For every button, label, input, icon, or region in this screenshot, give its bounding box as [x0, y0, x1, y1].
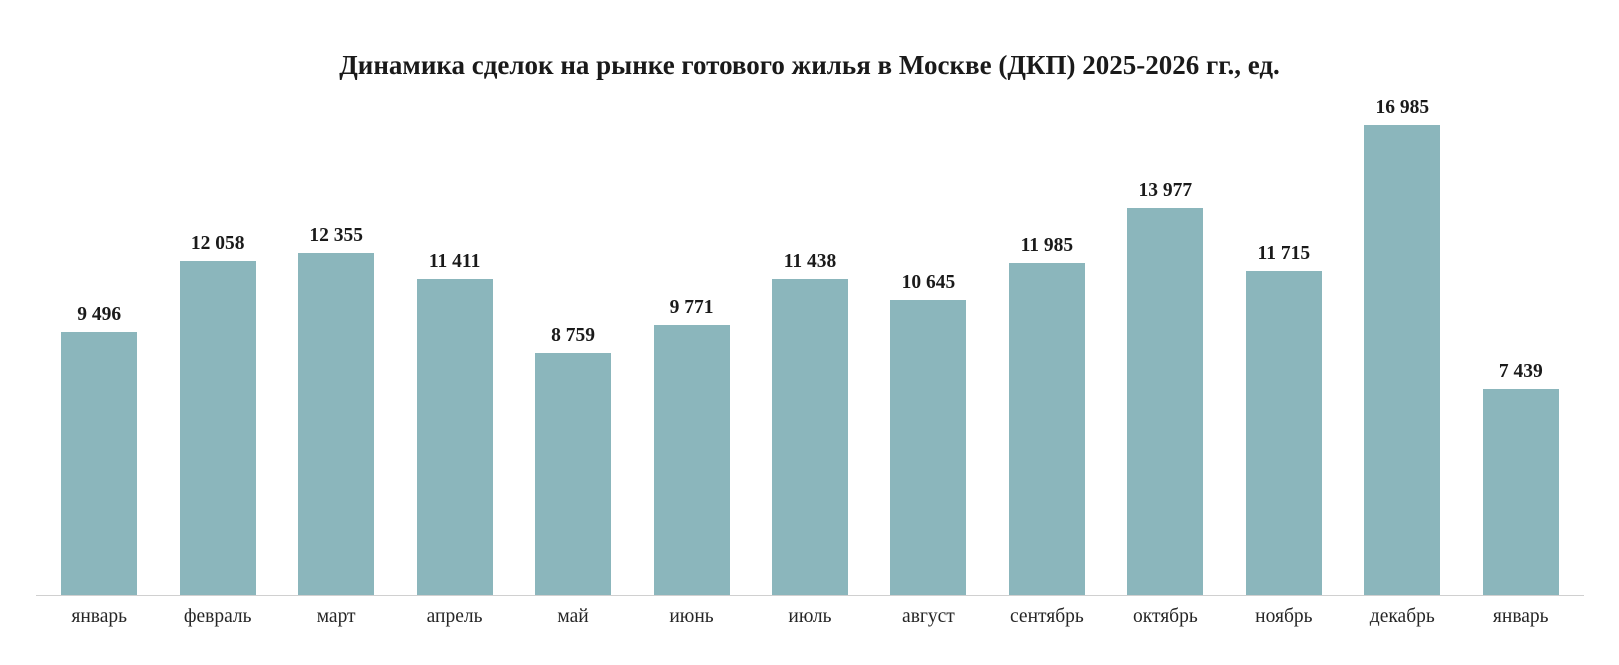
bar-value-label: 11 985 — [1020, 235, 1074, 257]
category-label: январь — [1492, 606, 1549, 627]
bar[interactable] — [1245, 270, 1322, 595]
category-tick: февраль — [158, 598, 276, 636]
category-tick: ноябрь — [1225, 598, 1343, 636]
category-tick: май — [514, 598, 632, 636]
category-tick: октябрь — [1106, 598, 1224, 636]
bar-slot: 11 715 — [1225, 95, 1343, 595]
bar-value-label: 11 438 — [783, 250, 837, 272]
bar-slot: 11 438 — [751, 95, 869, 595]
bar-value-label: 13 977 — [1138, 180, 1193, 202]
category-tick: июнь — [632, 598, 750, 636]
bar-slot: 9 771 — [632, 95, 750, 595]
category-axis: январь февраль март апрель май июнь июль август… — [40, 598, 1580, 638]
category-label: декабрь — [1369, 606, 1435, 627]
bar-value-label: 12 355 — [309, 225, 363, 247]
bar-slot: 16 985 — [1343, 95, 1461, 595]
bar-value-label: 7 439 — [1498, 361, 1543, 383]
bar-value-label: 9 496 — [77, 304, 122, 326]
category-tick: январь — [1462, 598, 1580, 636]
category-label: ноябрь — [1255, 606, 1313, 627]
category-label: август — [902, 606, 955, 627]
bar[interactable] — [1364, 125, 1441, 595]
bar[interactable] — [416, 279, 493, 595]
bar-slot: 13 977 — [1106, 95, 1224, 595]
category-label: февраль — [183, 606, 252, 627]
category-label: март — [316, 606, 356, 627]
bar-slot: 7 439 — [1462, 95, 1580, 595]
bar-value-label: 10 645 — [901, 272, 956, 294]
category-label: апрель — [426, 606, 483, 627]
chart-title: Динамика сделок на рынке готового жилья … — [339, 50, 1280, 80]
category-label: январь — [71, 606, 128, 627]
bar-slot: 10 645 — [869, 95, 987, 595]
bar[interactable] — [1127, 208, 1204, 595]
bar[interactable] — [890, 300, 967, 595]
bar-value-label: 8 759 — [551, 324, 595, 346]
bar[interactable] — [653, 324, 730, 595]
bar[interactable] — [771, 278, 848, 595]
category-label: сентябрь — [1010, 606, 1084, 627]
category-tick: июль — [751, 598, 869, 636]
bar[interactable] — [1008, 263, 1085, 595]
category-label: июль — [788, 606, 832, 627]
bar-slot: 11 411 — [395, 95, 513, 595]
plot-area: 9 496 12 058 12 355 11 411 8 759 9 771 11 438 1… — [40, 95, 1580, 595]
bar-slot: 9 496 — [40, 95, 158, 595]
category-label: июнь — [669, 606, 714, 627]
category-label: октябрь — [1132, 606, 1198, 627]
category-axis-line — [36, 595, 1584, 596]
bar-value-label: 12 058 — [190, 233, 245, 255]
bar[interactable] — [1482, 389, 1559, 595]
bar[interactable] — [179, 261, 256, 595]
category-tick: январь — [40, 598, 158, 636]
category-tick: декабрь — [1343, 598, 1461, 636]
category-tick: сентябрь — [988, 598, 1106, 636]
bar-value-label: 9 771 — [669, 296, 714, 318]
bar-slot: 11 985 — [988, 95, 1106, 595]
category-tick: август — [869, 598, 987, 636]
bar-slot: 12 355 — [277, 95, 395, 595]
bar[interactable] — [61, 332, 138, 595]
bar-slot: 8 759 — [514, 95, 632, 595]
bar-slot: 12 058 — [158, 95, 276, 595]
bar-value-label: 11 411 — [428, 251, 481, 273]
bar-value-label: 11 715 — [1257, 242, 1311, 264]
bar[interactable] — [535, 352, 612, 595]
bar[interactable] — [298, 253, 375, 595]
category-tick: апрель — [395, 598, 513, 636]
category-tick: март — [277, 598, 395, 636]
category-label: май — [557, 606, 589, 627]
bar-value-label: 16 985 — [1375, 97, 1430, 118]
